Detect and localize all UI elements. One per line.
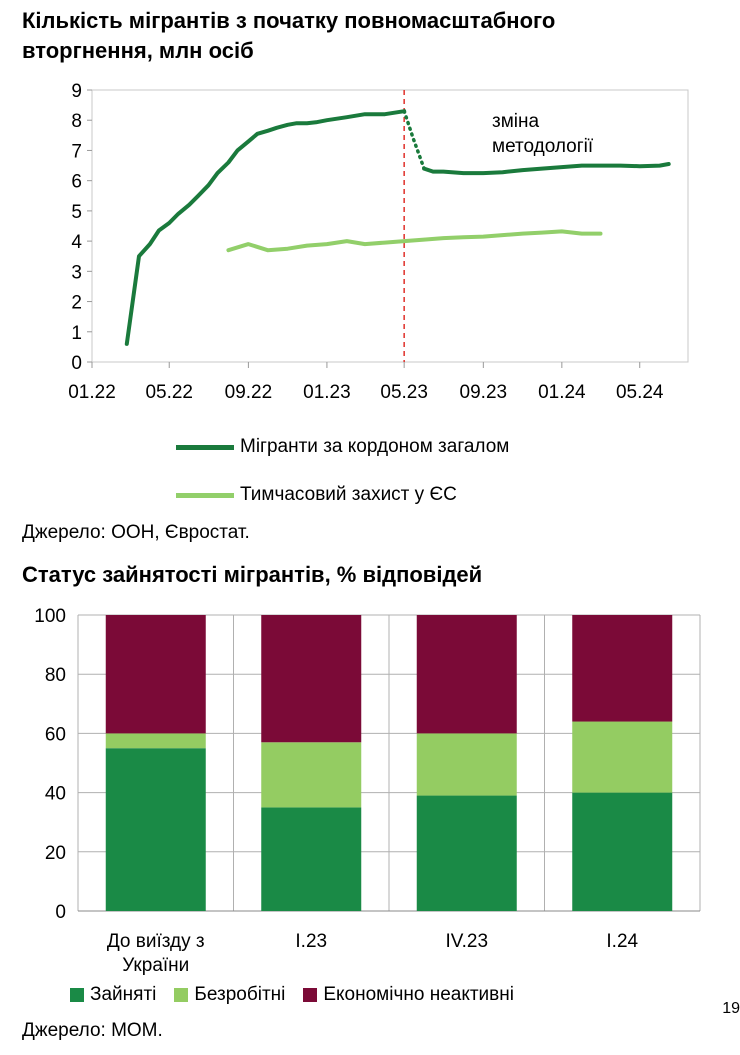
bar-segment-unemployed [572,721,673,793]
chart1-x-tick-labels: 01.22 05.22 09.22 01.23 05.23 09.23 01.24 05.24 [68,382,664,403]
chart1-source: Джерело: ООН, Євростат. [22,522,250,543]
legend-swatch-light [176,492,234,498]
methodology-annotation-line2: методології [492,136,594,157]
chart1-gridlines [91,89,689,363]
series-migrants-total-line-after [422,162,671,176]
bar-segment-employed [572,792,673,911]
legend-label-unemployed: Безробітні [194,984,286,1005]
bar-segment-inactive [261,615,362,743]
plot-frame [91,89,689,363]
y-tick-label: 60 [45,724,66,745]
legend-label-employed: Зайняті [90,984,157,1005]
page-number: 19 [722,1000,740,1017]
stacked-bar-chart: 0 20 40 60 80 100 До виїзду з України I.23 IV.23… [34,606,701,976]
y-tick-label: 7 [71,141,82,162]
legend-swatch-employed [70,988,84,1002]
chart2-x-tick-labels: До виїзду з України I.23 IV.23 I.24 [107,931,639,976]
x-category-label: I.24 [606,931,638,952]
chart1-axes [87,89,641,368]
chart1-y-tick-labels: 0 1 2 3 4 5 6 7 8 9 [71,81,82,374]
chart2-legend: Зайняті Безробітні Економічно неактивні [70,984,514,1006]
bar-segment-employed [261,807,362,911]
legend-label-temporary-protection: Тимчасовий захист у ЄС [240,484,457,505]
y-tick-label: 8 [71,111,82,132]
chart1-series [124,90,671,362]
methodology-annotation-line1: зміна [492,111,539,132]
y-tick-label: 4 [71,232,82,253]
legend-swatch-dark [176,444,234,450]
bar-segment-inactive [105,615,206,734]
chart1-title: Кількість мігрантів з початку повномасшт… [22,6,555,66]
x-tick-label: 05.24 [616,382,664,403]
legend-swatch-unemployed [174,988,189,1002]
x-tick-label: 01.24 [538,382,586,403]
legend-label-migrants-total: Мігранти за кордоном загалом [240,436,510,457]
chart2-source: Джерело: МОМ. [22,1020,163,1041]
y-tick-label: 0 [71,353,82,374]
legend-swatch-inactive [303,988,318,1002]
line-chart: 0 1 2 3 4 5 6 7 8 9 01.22 05.22 09.22 01.23 05.23 09.2… [68,81,689,403]
y-tick-label: 40 [45,784,66,805]
bar-segment-employed [416,795,517,911]
bar-segment-inactive [416,615,517,734]
y-tick-label: 9 [71,81,82,102]
legend-item-temporary-protection: Тимчасовий захист у ЄС [176,484,457,506]
y-tick-label: 80 [45,665,66,686]
bar-segment-inactive [572,615,673,722]
x-category-label: До виїзду з [107,931,205,952]
x-category-label: I.23 [295,931,327,952]
legend-label-inactive: Економічно неактивні [323,984,514,1005]
chart2-y-tick-labels: 0 20 40 60 80 100 [34,606,66,923]
chart1-title-line1: Кількість мігрантів з початку повномасшт… [22,8,556,33]
series-migrants-total-dotted-segment [402,109,426,171]
x-tick-label: 09.23 [460,382,508,403]
legend-item-migrants-total: Мігранти за кордоном загалом [176,436,509,458]
x-tick-label: 05.23 [380,382,428,403]
y-tick-label: 5 [71,202,82,223]
y-tick-label: 0 [55,902,66,923]
x-tick-label: 01.23 [303,382,351,403]
x-category-label: IV.23 [445,931,488,952]
y-tick-label: 1 [71,323,82,344]
y-tick-label: 3 [71,262,82,283]
series-migrants-total-line [124,109,407,346]
x-category-label: України [122,955,189,976]
y-tick-label: 20 [45,843,66,864]
bar-segment-unemployed [416,733,517,796]
x-tick-label: 01.22 [68,382,116,403]
x-tick-label: 05.22 [145,382,193,403]
bar-segment-employed [105,748,206,911]
series-temporary-protection-line [226,229,603,253]
x-tick-label: 09.22 [225,382,273,403]
bar-segment-unemployed [105,733,206,749]
bar-segment-unemployed [261,742,362,808]
y-tick-label: 2 [71,293,82,314]
y-tick-label: 6 [71,172,82,193]
y-tick-label: 100 [34,606,66,627]
chart2-title: Статус зайнятості мігрантів, % відповіде… [22,562,483,587]
chart2-bars [105,615,673,911]
chart1-title-line2: вторгнення, млн осіб [22,38,254,63]
